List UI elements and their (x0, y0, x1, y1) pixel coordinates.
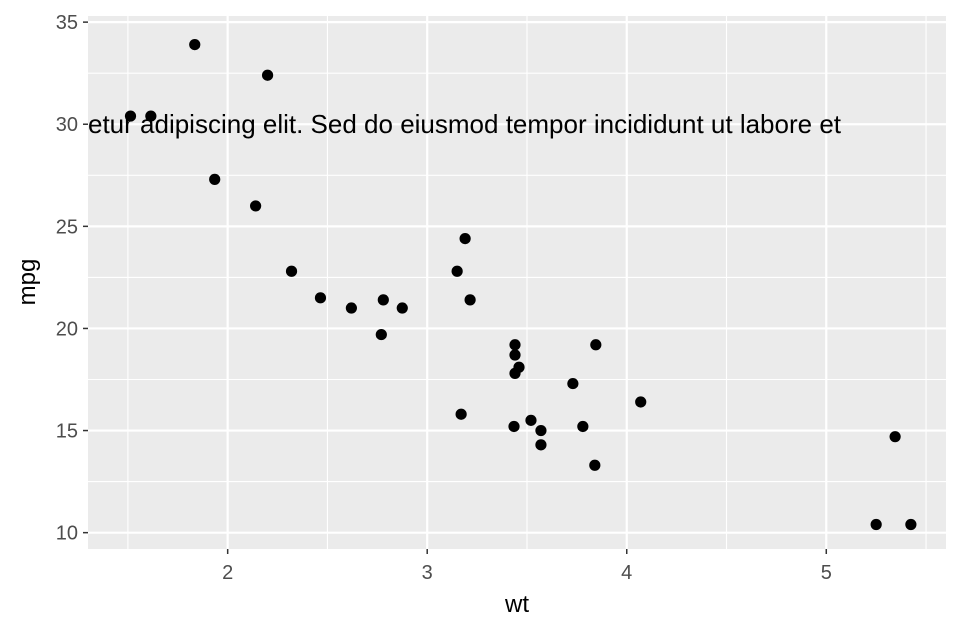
y-tick-label: 15 (56, 421, 78, 443)
x-axis: 2 3 4 5 (222, 549, 832, 584)
data-point (459, 232, 471, 245)
data-point (589, 459, 601, 471)
y-axis-title: mpg (14, 259, 41, 306)
data-point (145, 110, 157, 122)
y-tick-label: 25 (56, 216, 78, 238)
data-point (513, 361, 525, 373)
data-point (464, 294, 476, 306)
data-point (209, 173, 221, 185)
data-point (345, 302, 357, 314)
x-tick-label: 4 (621, 562, 632, 584)
data-point (375, 328, 387, 341)
y-tick-label: 35 (56, 12, 78, 34)
data-point (508, 420, 520, 433)
data-point (889, 431, 901, 443)
x-axis-title: wt (504, 591, 529, 618)
x-tick-label: 5 (821, 562, 832, 584)
data-point (905, 518, 917, 531)
data-point (525, 414, 537, 426)
data-point (396, 302, 408, 314)
data-point (635, 396, 647, 408)
data-point (314, 292, 327, 304)
data-point (509, 349, 521, 361)
chart-annotation: etur adipiscing elit. Sed do eiusmod tem… (88, 109, 842, 139)
x-tick-label: 2 (222, 562, 233, 584)
data-point (535, 439, 547, 451)
data-point (124, 110, 137, 122)
data-point (509, 339, 521, 351)
data-point (567, 377, 579, 390)
y-tick-label: 20 (56, 318, 78, 340)
data-point (285, 265, 298, 277)
data-point (455, 408, 467, 420)
data-point (590, 339, 602, 351)
y-axis: 10 15 20 25 30 35 (56, 12, 88, 545)
data-point (250, 200, 262, 212)
data-point (189, 38, 201, 51)
y-tick-label: 30 (56, 114, 78, 136)
data-point (451, 265, 463, 277)
data-point (535, 424, 547, 437)
data-point (870, 518, 882, 531)
data-point (377, 294, 389, 306)
data-point (577, 420, 589, 433)
data-point (261, 69, 274, 81)
x-tick-label: 3 (422, 562, 433, 584)
grid-minor (88, 16, 946, 549)
plot-panel (88, 16, 946, 549)
data-points (124, 38, 917, 531)
grid-major (88, 16, 946, 549)
y-tick-label: 10 (56, 523, 78, 545)
